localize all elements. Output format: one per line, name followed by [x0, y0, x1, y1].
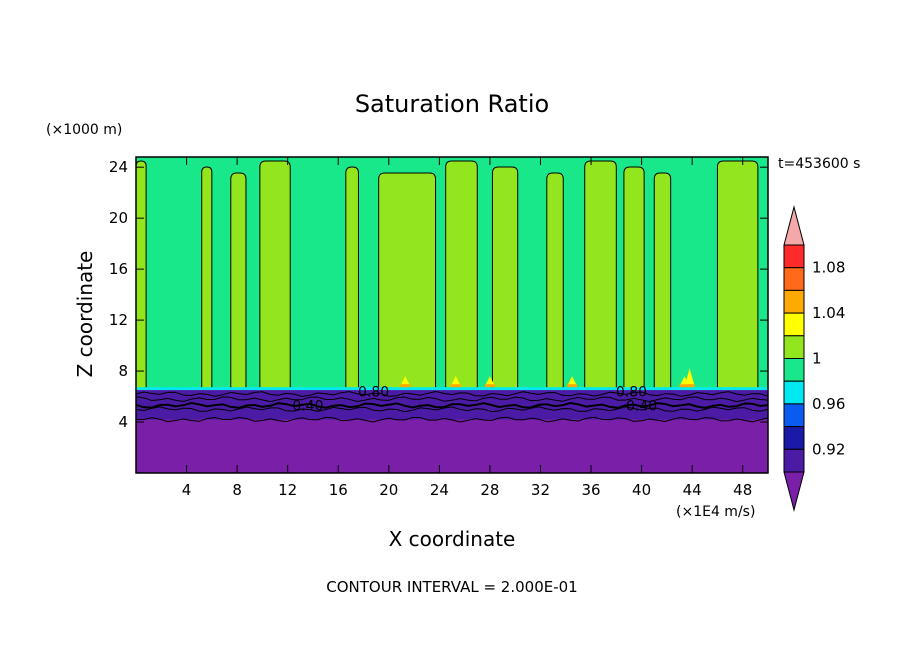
supersaturation-patch [484, 376, 495, 387]
transition-band [136, 387, 768, 391]
colorbar-swatch [783, 312, 805, 337]
contour-line [135, 416, 769, 423]
colorbar-swatch [783, 267, 805, 291]
contour-label: 0.40 [292, 398, 323, 414]
y-tick-label: 4 [118, 413, 128, 431]
colorbar-swatch [783, 380, 805, 405]
supersaturated-column [623, 166, 645, 389]
colorbar-arrow-bottom [783, 471, 805, 512]
supersaturated-column [546, 172, 564, 389]
supersaturated-column [716, 160, 759, 389]
x-tick-label: 48 [733, 481, 752, 499]
supersaturated-column [259, 160, 291, 389]
x-axis-label: X coordinate [389, 527, 516, 551]
y-axis-label: Z coordinate [73, 251, 97, 378]
chart-title: Saturation Ratio [355, 90, 549, 118]
supersaturated-column [201, 166, 213, 389]
contour-label: 0.40 [626, 398, 657, 414]
x-tick-label: 40 [632, 481, 651, 499]
plot-frame [135, 156, 769, 474]
colorbar-tick-label: 1.08 [812, 259, 845, 277]
contour-line [135, 396, 769, 403]
x-tick-label: 28 [480, 481, 499, 499]
supersaturation-patch-core [679, 384, 690, 388]
supersaturation-patch-core [484, 384, 495, 388]
y-tick-label: 8 [118, 362, 128, 380]
supersaturation-patch [400, 376, 411, 387]
y-tick-label: 12 [109, 311, 128, 329]
colorbar: 1.08 1.04 1 0.96 0.92 [783, 205, 845, 512]
colorbar-swatch [783, 289, 805, 314]
x-tick-label: 8 [232, 481, 242, 499]
supersaturation-patch-core [450, 384, 461, 388]
y-tick-label: 20 [109, 209, 128, 227]
contour-line [135, 390, 769, 397]
plot-area: 0.400.80 0.800.404 8 12 16 20 24 28 32 36 40 44 4848… [109, 156, 769, 499]
contour-line [135, 401, 769, 409]
x-tick-label: 4 [182, 481, 192, 499]
contour-line [135, 406, 769, 413]
time-label: t=453600 s [778, 156, 860, 172]
colorbar-tick-label: 0.96 [812, 395, 845, 413]
supersaturation-patch-core [684, 384, 695, 388]
supersaturated-column [445, 160, 478, 389]
colorbar-swatch [783, 403, 805, 428]
supersaturated-column [230, 172, 247, 389]
x-tick-label: 12 [278, 481, 297, 499]
supersaturated-column [491, 166, 519, 389]
y-tick-label: 16 [109, 260, 128, 278]
supersaturated-column [378, 172, 437, 389]
colorbar-swatch [783, 426, 805, 450]
supersaturated-column [584, 160, 617, 389]
x-tick-label: 32 [531, 481, 550, 499]
colorbar-swatch [783, 358, 805, 382]
supersaturated-column [135, 160, 147, 389]
y-tick-label: 24 [109, 158, 128, 176]
supersaturated-column [345, 166, 359, 389]
supersaturation-patch [567, 376, 578, 387]
x-tick-label: 20 [379, 481, 398, 499]
colorbar-tick-label: 1 [812, 350, 822, 368]
contour-interval-footer: CONTOUR INTERVAL = 2.000E-01 [326, 578, 577, 596]
supersaturation-patch-core [400, 384, 411, 388]
colorbar-tick-label: 1.04 [812, 304, 845, 322]
colorbar-tick-label: 0.92 [812, 440, 845, 458]
colorbar-arrow-top [783, 205, 805, 246]
colorbar-swatch [783, 448, 805, 473]
x-tick-label: 44 [683, 481, 702, 499]
contour-label: 0.80 [358, 384, 389, 400]
supersaturation-patch-core [567, 384, 578, 388]
supersaturation-patch [450, 376, 461, 387]
x-tick-label: 24 [430, 481, 449, 499]
supersaturation-patch [679, 376, 690, 387]
x-units-label: (×1E4 m/s) [676, 504, 755, 520]
x-tick-label: 36 [581, 481, 600, 499]
contour-label: 0.80 [616, 384, 647, 400]
y-units-label: (×1000 m) [46, 122, 122, 138]
colorbar-swatch [783, 244, 805, 269]
supersaturated-column [653, 172, 672, 389]
x-tick-label: 16 [329, 481, 348, 499]
colorbar-swatch [783, 335, 805, 359]
